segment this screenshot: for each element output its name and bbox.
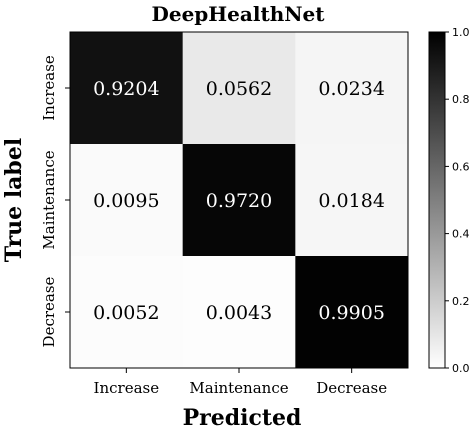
cell-value-label: 0.9720 xyxy=(206,190,272,212)
x-tick-label: Decrease xyxy=(316,379,387,397)
heatmap-cell xyxy=(182,144,296,257)
y-axis-label: True label xyxy=(1,138,27,262)
colorbar-ticks: 0.0 0.2 0.4 0.6 0.8 1.0 xyxy=(445,26,470,375)
colorbar xyxy=(428,31,446,369)
colorbar-tick-label: 1.0 xyxy=(452,26,470,39)
colorbar-tick-label: 0.2 xyxy=(452,295,470,308)
colorbar-tick-label: 0.6 xyxy=(452,160,470,173)
colorbar-tick-label: 0.4 xyxy=(452,228,470,241)
x-tick-label: Increase xyxy=(94,379,160,397)
cell-value-label: 0.0043 xyxy=(206,302,272,324)
x-axis-label: Predicted xyxy=(183,405,302,428)
cell-value-label: 0.0095 xyxy=(93,190,159,212)
y-tick-label: Increase xyxy=(40,55,58,121)
heatmap-cell xyxy=(295,32,409,145)
y-tick-label: Maintenance xyxy=(40,150,58,249)
cell-value-label: 0.0052 xyxy=(93,302,159,324)
x-tick-label: Maintenance xyxy=(189,379,288,397)
cell-value-label: 0.9905 xyxy=(318,302,384,324)
heatmap-cell xyxy=(295,144,409,257)
heatmap-cell xyxy=(182,32,296,145)
cell-value-label: 0.9204 xyxy=(93,78,159,100)
cell-value-label: 0.0562 xyxy=(206,78,272,100)
heatmap-cell xyxy=(295,256,409,369)
heatmap-cell xyxy=(70,32,184,145)
y-axis-ticks: Increase Maintenance Decrease xyxy=(40,55,70,347)
cell-value-label: 0.0234 xyxy=(318,78,384,100)
cell-value-label: 0.0184 xyxy=(318,190,384,212)
heatmap-cell xyxy=(182,256,296,369)
x-axis-ticks: Increase Maintenance Decrease xyxy=(94,368,387,397)
heatmap-cell xyxy=(70,256,184,369)
chart-title: DeepHealthNet xyxy=(152,2,326,26)
colorbar-tick-label: 0.0 xyxy=(452,362,470,375)
heatmap-cells: 0.9204 0.0562 0.0234 0.0095 0.9720 0.0184 0.00… xyxy=(70,32,409,369)
heatmap-cell xyxy=(70,144,184,257)
colorbar-tick-label: 0.8 xyxy=(452,93,470,106)
y-tick-label: Decrease xyxy=(40,276,58,347)
